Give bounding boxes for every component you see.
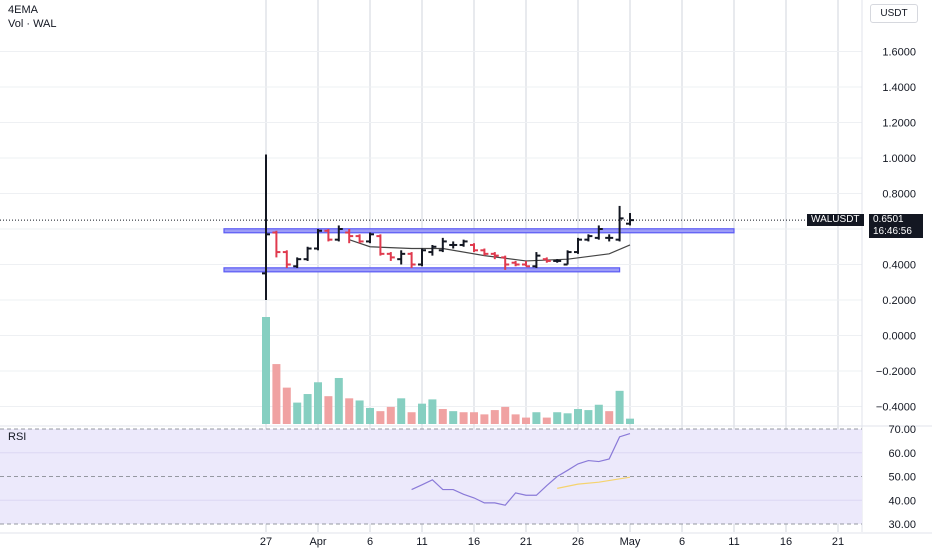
volume-bar	[324, 396, 333, 424]
volume-bar	[418, 403, 426, 424]
rsi-tick-label: 70.00	[888, 424, 916, 436]
volume-bar	[438, 409, 447, 424]
rsi-tick-label: 30.00	[888, 519, 916, 531]
volume-bar	[334, 377, 343, 424]
rsi-ma-line	[557, 476, 631, 489]
volume-bar	[282, 387, 291, 424]
price-tick-label: 1.2000	[882, 118, 916, 130]
rsi-tick-label: 50.00	[888, 472, 916, 484]
volume-bar	[542, 417, 551, 424]
time-tick-label: 16	[468, 536, 480, 548]
volume-bar	[490, 410, 499, 424]
volume-bar	[428, 399, 437, 424]
volume-bar	[397, 398, 406, 424]
rsi-pane-label[interactable]: RSI	[8, 431, 27, 443]
volume-bar	[386, 406, 395, 424]
volume-bar	[574, 409, 582, 424]
time-tick-label: May	[620, 536, 641, 548]
channel-lower-band	[223, 267, 621, 273]
volume-bar	[553, 412, 562, 424]
price-tick-label: −0.2000	[876, 366, 916, 378]
time-tick-label: 11	[416, 536, 427, 548]
price-tick-label: 0.0000	[882, 331, 916, 343]
time-tick-label: 6	[679, 536, 685, 548]
volume-bar	[594, 404, 603, 424]
price-tick-label: 0.8000	[882, 189, 916, 201]
time-tick-label: Apr	[309, 536, 326, 548]
volume-bar	[522, 417, 530, 424]
volume-bar	[501, 406, 510, 424]
rsi-axis: 70.00 60.00 50.00 40.00 30.00	[888, 424, 916, 531]
legend-volume[interactable]: Vol · WAL	[8, 18, 57, 30]
time-axis[interactable]: 27 Apr 6 11 16 21 26 May 6 11 16 21	[260, 536, 844, 548]
time-tick-label: 21	[832, 536, 844, 548]
volume-bar	[615, 390, 624, 424]
volume-bar	[293, 402, 302, 424]
rsi-tick-label: 60.00	[888, 448, 916, 460]
volume-bar	[470, 412, 478, 424]
price-tick-label: 1.4000	[882, 82, 916, 94]
price-tick-label: 0.2000	[882, 295, 916, 307]
price-tick-label: −0.4000	[876, 402, 916, 414]
volume-bar	[366, 407, 374, 424]
rsi-tick-label: 40.00	[888, 495, 916, 507]
volume-bar	[355, 400, 364, 424]
volume-bar	[584, 410, 593, 424]
legend-ema[interactable]: 4EMA	[8, 4, 38, 16]
volume-bar	[449, 411, 458, 424]
time-tick-label: 11	[728, 536, 739, 548]
rsi-band-background	[0, 428, 862, 525]
volume-bar	[626, 418, 634, 424]
channel-rectangles[interactable]	[223, 228, 735, 273]
volume-bar	[407, 412, 416, 424]
countdown-tag: 16:46:56	[869, 226, 923, 238]
volume-bar	[532, 412, 541, 424]
time-tick-label: 6	[367, 536, 373, 548]
time-tick-label: 26	[572, 536, 584, 548]
price-tag: 0.6501	[869, 214, 923, 226]
volume-bar	[376, 411, 385, 424]
currency-button[interactable]: USDT	[870, 4, 918, 23]
volume-bar	[345, 398, 354, 424]
volume-bar	[511, 414, 520, 424]
price-tick-label: 1.0000	[882, 153, 916, 165]
rsi-line	[411, 432, 631, 506]
time-tick-label: 27	[260, 536, 272, 548]
volume-bar	[262, 317, 270, 424]
volume-bar	[563, 413, 572, 424]
rsi-lines	[411, 432, 631, 506]
volume-bar	[605, 411, 614, 424]
volume-bar	[303, 394, 312, 424]
volume-bar	[480, 414, 489, 424]
time-tick-label: 21	[520, 536, 532, 548]
price-tick-label: 1.6000	[882, 47, 916, 59]
volume-bar	[272, 364, 281, 424]
volume-bar	[314, 382, 322, 424]
volume-bars	[262, 317, 634, 424]
price-candles	[262, 154, 634, 300]
symbol-tag: WALUSDT	[807, 214, 864, 226]
channel-upper-band	[223, 228, 735, 234]
volume-bar	[459, 412, 468, 424]
price-tick-label: 0.4000	[882, 260, 916, 272]
time-tick-label: 16	[780, 536, 792, 548]
